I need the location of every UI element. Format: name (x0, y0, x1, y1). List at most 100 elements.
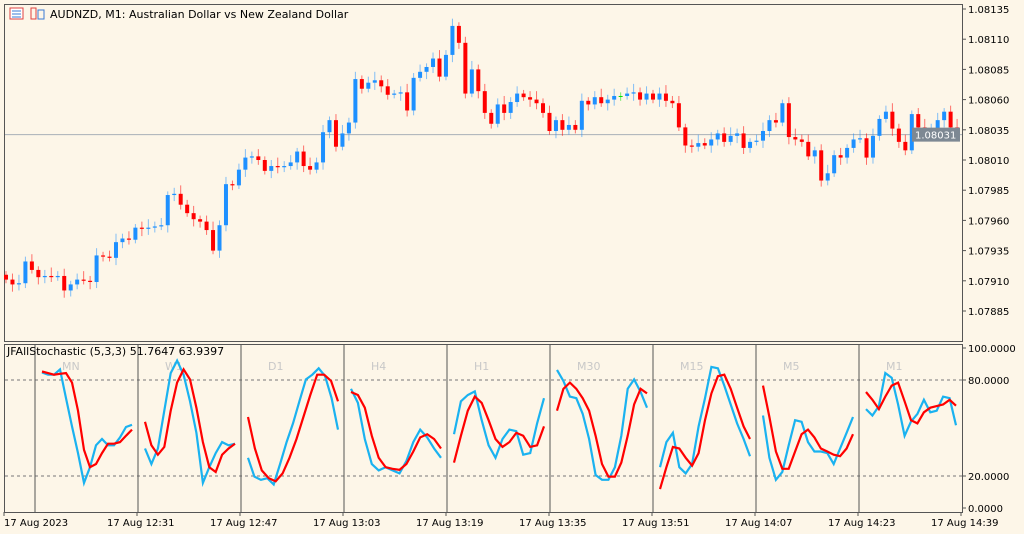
candle (760, 122, 765, 148)
candle-body (896, 128, 901, 142)
candle-body (625, 93, 630, 96)
candle (165, 191, 170, 233)
candle-body (62, 275, 67, 291)
candle-body (696, 143, 701, 147)
candle-body (379, 80, 384, 87)
timeframe-label: MN (62, 360, 80, 373)
candle-body (359, 79, 364, 89)
candle (793, 128, 798, 146)
candle-body (495, 104, 500, 124)
candle-body (909, 114, 914, 151)
candle-body (411, 77, 416, 111)
candle (741, 126, 746, 154)
candle-body (346, 122, 351, 134)
candle (418, 64, 423, 82)
candle-body (528, 97, 533, 100)
candle-body (631, 92, 636, 94)
candle (702, 138, 707, 150)
candle-body (288, 162, 293, 167)
candle-body (16, 283, 21, 285)
candle-body (282, 166, 287, 168)
candle (502, 95, 507, 121)
time-label: 17 Aug 13:19 (416, 518, 483, 529)
candle-body (211, 230, 216, 251)
candle (301, 145, 306, 173)
candle (890, 103, 895, 136)
candle-body (560, 120, 565, 130)
candle-body (424, 66, 429, 72)
price-tick-label: 1.07985 (968, 186, 1009, 197)
time-label: 17 Aug 14:23 (828, 518, 895, 529)
candle (178, 185, 183, 210)
d-line (865, 381, 957, 425)
candle (767, 115, 772, 138)
current-price-tag (912, 127, 960, 142)
candle (877, 115, 882, 141)
candle-body (502, 104, 507, 113)
time-label: 17 Aug 12:47 (210, 518, 277, 529)
candle-body (870, 135, 875, 158)
chart-window-icon[interactable] (9, 7, 24, 20)
candle-body (178, 193, 183, 205)
candle-body (139, 227, 144, 229)
candle-body (230, 184, 235, 186)
candle (644, 86, 649, 105)
d-line (246, 373, 340, 483)
candle-body (851, 139, 856, 148)
candle-body (773, 120, 778, 123)
candle (696, 134, 701, 152)
template-icon[interactable] (30, 7, 45, 20)
candle (62, 268, 67, 298)
candle (547, 105, 552, 135)
indicator-frame (4, 344, 963, 513)
current-price-label: 1.08031 (915, 131, 956, 142)
candle (618, 92, 623, 101)
price-tick-label: 1.08110 (968, 35, 1009, 46)
candle-body (586, 100, 591, 105)
candle-body (760, 131, 765, 141)
candle (16, 274, 21, 291)
price-tick-label: 1.07935 (968, 247, 1009, 258)
time-axis: 17 Aug 2023 17 Aug 12:31 17 Aug 12:47 17 Au… (3, 512, 998, 529)
candle (443, 50, 448, 81)
candle (812, 146, 817, 164)
candle (411, 73, 416, 116)
candle-body (101, 255, 106, 257)
candle (211, 221, 216, 255)
candle-body (295, 151, 300, 163)
k-line (658, 365, 752, 476)
candle-body (916, 114, 921, 128)
candle (113, 233, 118, 266)
candle (107, 250, 112, 262)
candle-body (366, 82, 371, 89)
candle (204, 215, 209, 235)
candle (806, 134, 811, 160)
candle-body (88, 280, 93, 283)
candle-body (482, 91, 487, 113)
candle-body (935, 120, 940, 129)
k-line (41, 367, 133, 487)
candle (191, 205, 196, 227)
candle-body (948, 111, 953, 128)
candle-body (858, 138, 863, 140)
candle-body (793, 137, 798, 140)
candle (651, 89, 655, 104)
candle (243, 149, 248, 177)
candle (372, 71, 377, 90)
candle (230, 180, 235, 191)
candle-body (81, 279, 86, 281)
candle-body (327, 120, 332, 133)
candle (437, 50, 442, 82)
candle (676, 95, 681, 132)
candle-body (198, 219, 203, 222)
candle (321, 124, 326, 170)
candle-body (107, 256, 112, 258)
candle (508, 97, 513, 119)
candle (605, 94, 610, 111)
price-axis: 1.08135 1.08110 1.08085 1.08060 1.08035 1.080… (912, 5, 1009, 318)
candle (295, 147, 300, 170)
candle (75, 273, 80, 290)
candle-body (754, 140, 759, 142)
candle (722, 127, 727, 147)
